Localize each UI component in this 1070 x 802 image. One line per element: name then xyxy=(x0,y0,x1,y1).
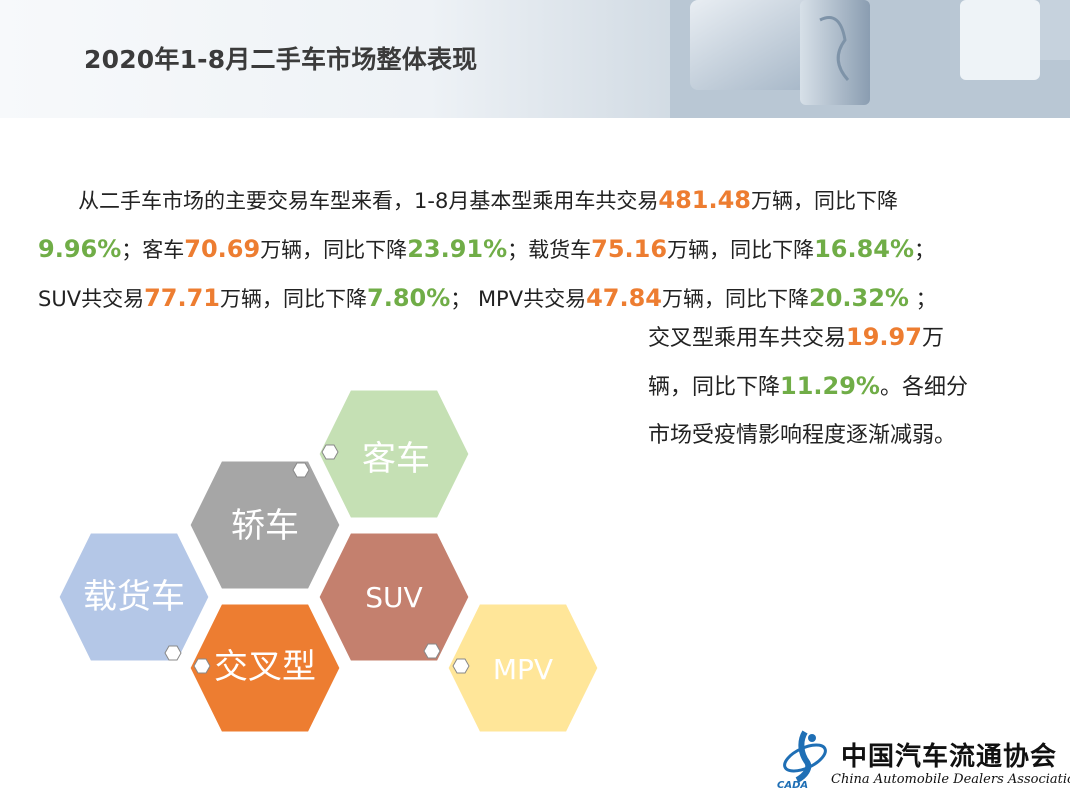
logo-english-name: China Automobile Dealers Association xyxy=(831,772,1070,787)
value-mpv-volume: 47.84 xyxy=(586,284,663,312)
hexagon-marker-icon xyxy=(423,643,441,659)
text-segment: SUV共交易 xyxy=(38,287,145,311)
value-suv-volume: 77.71 xyxy=(144,284,220,312)
hexagon-truck: 载货车 xyxy=(56,530,212,664)
text-segment: 万辆，同比下降 xyxy=(220,287,367,311)
association-logo: CADA 中国汽车流通协会 China Automobile Dealers A… xyxy=(775,728,1070,798)
hexagon-sedan: 轿车 xyxy=(187,458,343,592)
summary-paragraph-continued: 交叉型乘用车共交易19.97万 辆，同比下降11.29%。各细分 市场受疫情影响… xyxy=(648,313,1068,460)
paragraph-line-5: 辆，同比下降11.29%。各细分 xyxy=(648,362,1068,411)
value-truck-volume: 75.16 xyxy=(591,235,668,263)
hexagon-shape-mpv xyxy=(445,601,601,735)
hexagon-bus: 客车 xyxy=(316,387,472,521)
hexagon-label-truck: 载货车 xyxy=(83,577,185,617)
text-segment: 。各细分 xyxy=(879,375,968,400)
hexagon-shape-crossover xyxy=(187,601,343,735)
paragraph-line-2: 9.96%；客车70.69万辆，同比下降23.91%；载货车75.16万辆，同比… xyxy=(38,225,1038,274)
text-segment: 交叉型乘用车共交易 xyxy=(648,326,847,351)
text-segment: ； xyxy=(908,287,937,311)
logo-abbreviation: CADA xyxy=(777,780,809,791)
text-segment: 万 xyxy=(921,326,944,351)
text-segment: ； xyxy=(914,238,936,262)
hexagon-shape-suv xyxy=(316,530,472,664)
hexagon-label-sedan: 轿车 xyxy=(231,506,299,546)
paragraph-line-1: 从二手车市场的主要交易车型来看，1-8月基本型乘用车共交易481.48万辆，同比… xyxy=(38,176,1038,225)
logo-chinese-name: 中国汽车流通协会 xyxy=(841,742,1058,772)
value-crossover-volume: 19.97 xyxy=(846,323,922,351)
text-segment: ； MPV共交易 xyxy=(450,287,587,311)
hexagon-marker-icon xyxy=(321,444,339,460)
text-segment: 万辆，同比下降 xyxy=(260,238,408,262)
hexagon-marker-icon xyxy=(452,658,470,674)
value-bus-volume: 70.69 xyxy=(184,235,261,263)
hexagon-shape-bus xyxy=(316,387,472,521)
value-sedan-volume: 481.48 xyxy=(658,186,751,214)
value-sedan-decline: 9.96% xyxy=(38,235,122,263)
page-title: 2020年1-8月二手车市场整体表现 xyxy=(84,45,478,74)
text-segment: 万辆，同比下降 xyxy=(667,238,815,262)
value-mpv-decline: 20.32% xyxy=(809,284,909,312)
text-segment: 万辆，同比下降 xyxy=(662,287,810,311)
hexagon-marker-icon xyxy=(193,658,211,674)
value-bus-decline: 23.91% xyxy=(407,235,508,263)
hexagon-label-crossover: 交叉型 xyxy=(214,647,316,687)
text-segment: 万辆，同比下降 xyxy=(751,189,898,213)
header-decorative-image xyxy=(670,0,1070,118)
text-segment: ；载货车 xyxy=(507,238,592,262)
cada-emblem-icon xyxy=(783,730,827,783)
text-segment: ；客车 xyxy=(121,238,185,262)
hexagon-suv: SUV xyxy=(316,530,472,664)
hexagon-label-bus: 客车 xyxy=(362,439,430,479)
value-crossover-decline: 11.29% xyxy=(780,372,880,400)
hexagon-label-suv: SUV xyxy=(365,581,422,614)
paragraph-line-3: SUV共交易77.71万辆，同比下降7.80%； MPV共交易47.84万辆，同… xyxy=(38,274,1038,323)
hexagon-marker-icon xyxy=(164,645,182,661)
paragraph-line-6: 市场受疫情影响程度逐渐减弱。 xyxy=(648,411,1068,460)
value-suv-decline: 7.80% xyxy=(367,284,451,312)
text-segment: 辆，同比下降 xyxy=(648,375,781,400)
hexagon-label-mpv: MPV xyxy=(493,653,553,686)
header-banner: 2020年1-8月二手车市场整体表现 xyxy=(0,0,1070,118)
hexagon-crossover: 交叉型 xyxy=(187,601,343,735)
text-segment: 市场受疫情影响程度逐渐减弱。 xyxy=(648,423,957,448)
hexagon-mpv: MPV xyxy=(445,601,601,735)
summary-paragraph: 从二手车市场的主要交易车型来看，1-8月基本型乘用车共交易481.48万辆，同比… xyxy=(38,176,1038,323)
value-truck-decline: 16.84% xyxy=(814,235,915,263)
hexagon-shape-truck xyxy=(56,530,212,664)
hexagon-shape-sedan xyxy=(187,458,343,592)
hexagon-marker-icon xyxy=(292,462,310,478)
text-segment: 从二手车市场的主要交易车型来看，1-8月基本型乘用车共交易 xyxy=(78,189,659,213)
paragraph-line-4: 交叉型乘用车共交易19.97万 xyxy=(648,313,1068,362)
